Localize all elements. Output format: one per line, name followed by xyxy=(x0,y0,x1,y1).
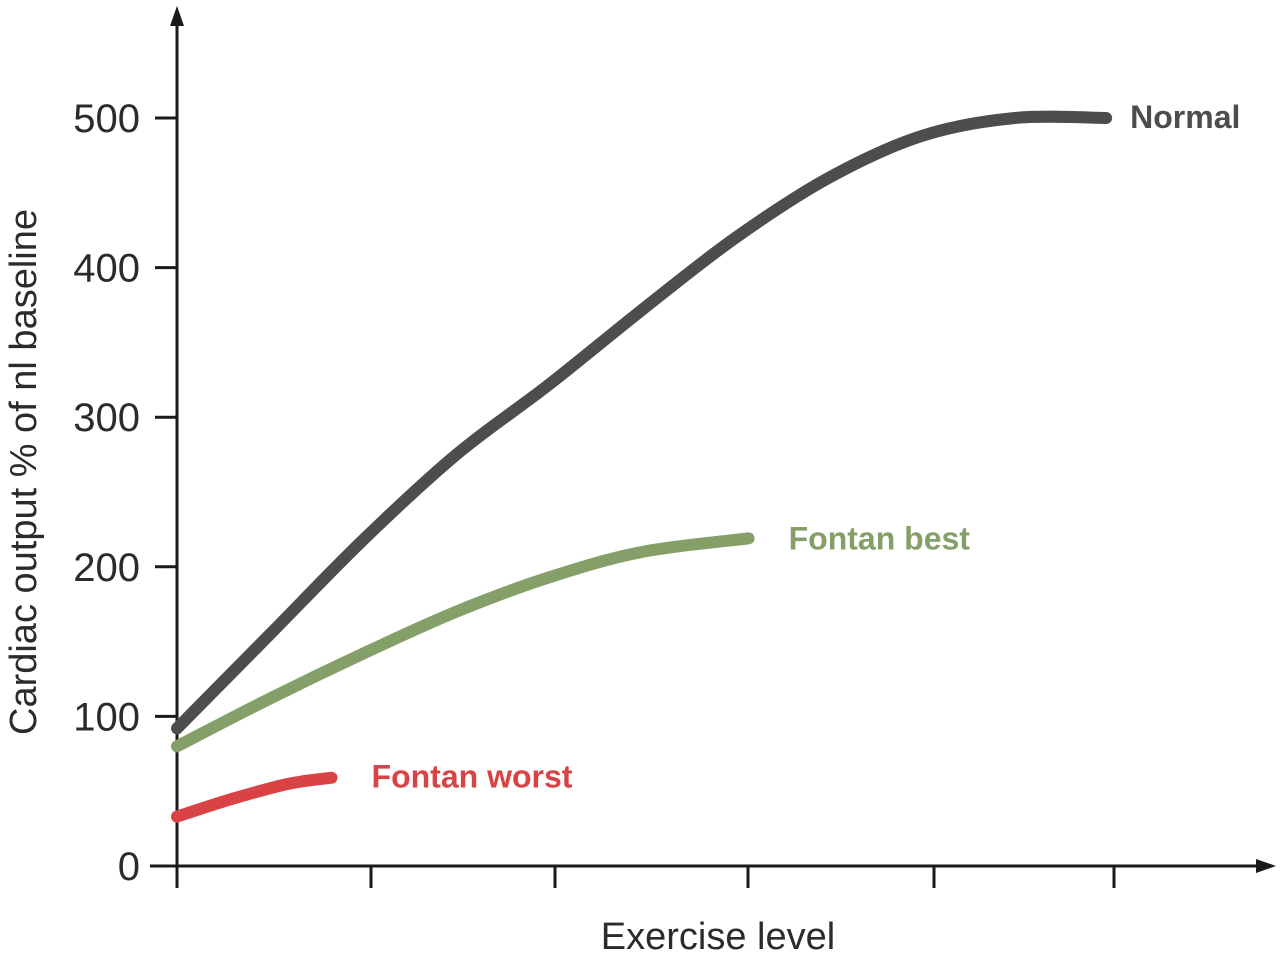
series-line-fontan-best xyxy=(171,532,755,753)
y-tick-labels: 0 100 200 300 400 500 xyxy=(73,97,140,889)
y-tick-marks xyxy=(155,116,177,718)
series-label-fontan-worst: Fontan worst xyxy=(372,759,573,795)
y-axis-arrow-icon xyxy=(170,6,184,26)
y-axis-title: Cardiac output % of nl baseline xyxy=(3,209,45,735)
series-line-fontan-worst xyxy=(171,771,338,823)
x-axis-title: Exercise level xyxy=(601,916,835,954)
series-labels: Normal Fontan best Fontan worst xyxy=(372,99,1241,795)
y-tick-label: 500 xyxy=(73,97,140,141)
x-axis-arrow-icon xyxy=(1256,859,1276,873)
y-tick-label: 200 xyxy=(73,546,140,590)
y-tick-label: 400 xyxy=(73,247,140,291)
y-tick-label: 0 xyxy=(118,845,140,889)
x-tick-marks xyxy=(175,866,1116,888)
series-label-fontan-best: Fontan best xyxy=(789,520,971,556)
y-tick-label: 300 xyxy=(73,396,140,440)
series-label-normal: Normal xyxy=(1130,99,1240,135)
series-lines xyxy=(171,110,1113,823)
y-tick-label: 100 xyxy=(73,695,140,739)
series-line-normal xyxy=(171,110,1113,735)
